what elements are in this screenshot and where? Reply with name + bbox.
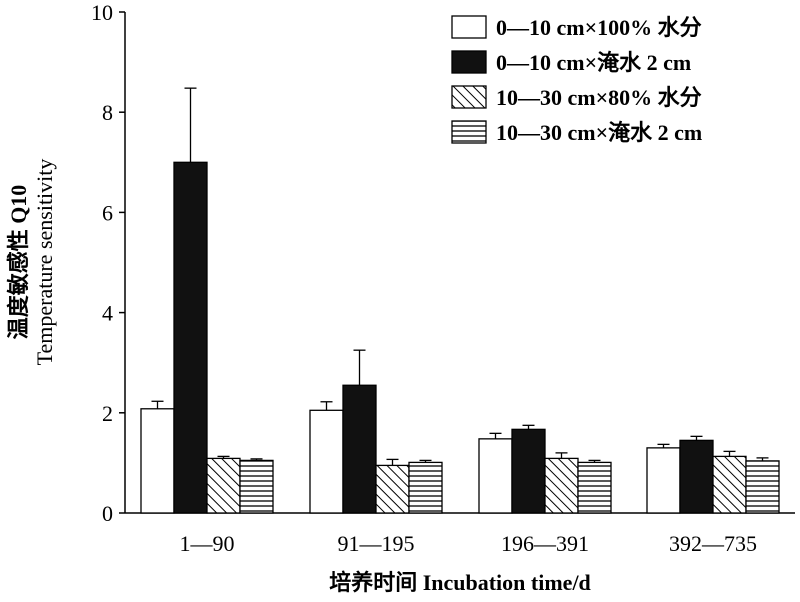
bars [140,161,780,514]
bar [173,161,208,514]
y-tick-label: 4 [102,301,113,326]
legend-label: 0—10 cm×100% 水分 [496,15,702,40]
legend-swatch [451,15,487,39]
bar [309,409,344,514]
bar [206,457,241,514]
bar [342,384,377,514]
legend-label: 10—30 cm×80% 水分 [496,85,702,110]
y-tick-label: 10 [91,0,113,25]
bar [478,438,513,514]
bar [745,460,780,514]
legend-swatch [451,85,487,109]
y-tick-label: 0 [102,501,113,526]
x-tick-label: 91—195 [338,531,415,556]
legend-label: 0—10 cm×淹水 2 cm [496,50,691,75]
x-tick-label: 392—735 [669,531,757,556]
labels: 0 2 4 6 8 10 1—90 91—195 196—391 392—735 [91,0,757,556]
x-axis-title: 培养时间 Incubation time/d [329,570,591,595]
bar [375,464,410,514]
bar [646,447,681,514]
bar [712,455,747,514]
bar [544,457,579,514]
bar [679,439,714,514]
bar [408,461,443,514]
y-tick-label: 8 [102,100,113,125]
y-axis-title-line1: 温度敏感性 Q10 [6,185,31,340]
legend-swatch [451,120,487,144]
x-tick-label: 1—90 [180,531,235,556]
bar [511,428,546,514]
x-tick-label: 196—391 [501,531,589,556]
bar [140,408,175,514]
y-tick-label: 2 [102,401,113,426]
y-axis-title-line2: Temperature sensitivity [32,159,57,366]
y-tick-label: 6 [102,200,113,225]
legend: 0—10 cm×100% 水分 0—10 cm×淹水 2 cm 10—30 cm×8… [451,15,702,145]
bar [239,459,274,514]
legend-label: 10—30 cm×淹水 2 cm [496,120,702,145]
error-bars [151,87,769,466]
legend-swatch [451,50,487,74]
bar [577,461,612,514]
